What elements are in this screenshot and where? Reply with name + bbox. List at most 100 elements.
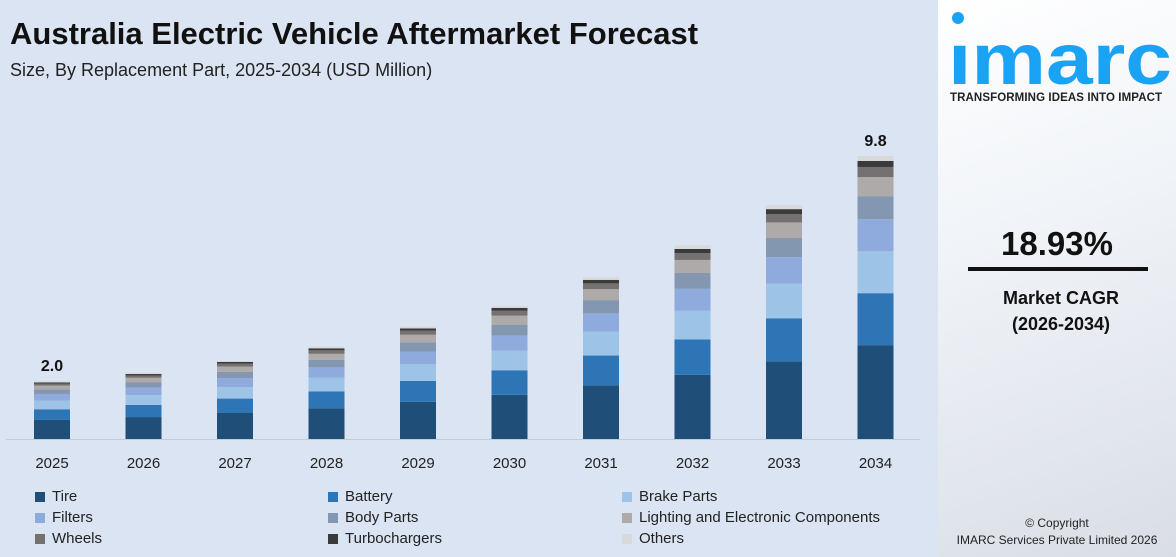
data-label: 9.8 (864, 133, 886, 150)
bar-segment-battery-2030 (491, 370, 528, 395)
bar-segment-turbochargers-2027 (217, 361, 253, 364)
bar-segment-battery-2033 (766, 318, 802, 362)
bar-segment-others-2026 (125, 372, 162, 375)
legend-label: Brake Parts (639, 488, 718, 505)
bar-segment-lighting-and-electronic-components-2032 (674, 259, 711, 273)
bar-segment-tire-2033 (766, 361, 802, 439)
legend-swatch (328, 512, 338, 523)
bar-segment-others-2028 (308, 346, 345, 349)
legend-swatch (622, 491, 632, 502)
bar-segment-lighting-and-electronic-components-2028 (308, 353, 345, 360)
legend-item: Others (622, 530, 684, 547)
bar-segment-lighting-and-electronic-components-2029 (400, 334, 436, 343)
bar-segment-wheels-2032 (674, 253, 711, 260)
bar-segment-turbochargers-2030 (491, 307, 528, 311)
bar-segment-turbochargers-2028 (308, 348, 345, 351)
legend-item: Body Parts (328, 509, 418, 526)
bar-segment-body-parts-2033 (766, 238, 802, 258)
bar-segment-battery-2031 (583, 355, 619, 386)
cagr-period: (2026-2034) (1011, 314, 1111, 334)
legend-item: Filters (35, 509, 93, 526)
bar-segment-brake-parts-2030 (491, 350, 528, 371)
bar-segment-others-2033 (766, 205, 802, 210)
legend-item: Wheels (35, 530, 102, 547)
copyright-line1: © Copyright (1025, 516, 1089, 530)
bar-segment-filters-2028 (308, 367, 345, 378)
bar-segment-battery-2025 (34, 409, 70, 420)
x-tick-label: 2028 (310, 455, 343, 472)
cagr-label-block: Market CAGR (2026-2034) (938, 285, 1176, 337)
bar-segment-brake-parts-2033 (766, 283, 802, 319)
bar-segment-filters-2034 (857, 219, 894, 252)
chart-panel: Australia Electric Vehicle Aftermarket F… (6, 16, 920, 547)
legend-label: Tire (52, 488, 78, 505)
bar-segment-tire-2029 (400, 401, 436, 439)
bar-segment-others-2029 (400, 326, 436, 329)
bar-segment-turbochargers-2034 (857, 160, 894, 167)
x-tick-label: 2031 (584, 455, 617, 472)
bar-segment-others-2034 (857, 156, 894, 161)
bar-segment-battery-2029 (400, 380, 436, 402)
bar-segment-tire-2032 (674, 374, 711, 439)
bar-segment-others-2032 (674, 245, 711, 249)
bar-segment-body-parts-2028 (308, 359, 345, 368)
bar-segment-others-2025 (34, 381, 70, 383)
legend-label: Wheels (52, 530, 103, 547)
bar-segment-body-parts-2026 (125, 382, 162, 388)
bar-segment-filters-2030 (491, 335, 528, 351)
divider (968, 267, 1148, 271)
bar-segment-wheels-2026 (125, 375, 162, 378)
legend-swatch (622, 512, 632, 523)
legend-item: Lighting and Electronic Components (622, 509, 880, 526)
bar-segment-battery-2034 (857, 293, 894, 346)
bar-segment-lighting-and-electronic-components-2026 (125, 377, 162, 383)
x-tick-label: 2033 (767, 455, 800, 472)
bar-segment-body-parts-2032 (674, 272, 711, 289)
legend-item: Tire (35, 488, 77, 505)
x-tick-label: 2026 (127, 455, 160, 472)
copyright: © Copyright IMARC Services Private Limit… (938, 515, 1176, 549)
brand-tagline: TRANSFORMING IDEAS INTO IMPACT (950, 92, 1163, 104)
bar-segment-tire-2025 (34, 419, 70, 439)
cagr-label: Market CAGR (1002, 288, 1120, 308)
bar-segment-brake-parts-2029 (400, 364, 436, 381)
legend-label: Lighting and Electronic Components (639, 509, 880, 526)
bar-segment-turbochargers-2026 (125, 374, 162, 376)
legend-label: Body Parts (345, 509, 419, 526)
bar-segment-brake-parts-2032 (674, 310, 711, 340)
bar-segment-filters-2032 (674, 288, 711, 311)
chart-subtitle: Size, By Replacement Part, 2025-2034 (US… (10, 60, 433, 80)
bar-segment-turbochargers-2029 (400, 328, 436, 331)
bar-segment-body-parts-2034 (857, 196, 894, 220)
legend-label: Turbochargers (345, 530, 442, 547)
copyright-line2: IMARC Services Private Limited 2026 (956, 533, 1158, 547)
bar-segment-wheels-2029 (400, 330, 436, 335)
bar-segment-wheels-2031 (583, 283, 619, 290)
bar-segment-filters-2026 (125, 387, 162, 396)
bar-segment-brake-parts-2031 (583, 331, 619, 356)
imarc-logo: ımarc (948, 12, 1172, 92)
cagr-value: 18.93% (1001, 225, 1113, 262)
bar-segment-tire-2027 (217, 413, 253, 439)
chart-title: Australia Electric Vehicle Aftermarket F… (10, 16, 699, 51)
bar-segment-body-parts-2025 (34, 389, 70, 394)
bar-segment-filters-2033 (766, 257, 802, 284)
bar-segment-body-parts-2031 (583, 300, 619, 314)
bar-segment-turbochargers-2032 (674, 248, 711, 254)
bar-segment-others-2030 (491, 306, 528, 308)
legend-item: Battery (328, 488, 393, 505)
bar-segment-filters-2025 (34, 393, 70, 401)
bar-segment-battery-2032 (674, 339, 711, 375)
x-tick-label: 2032 (676, 455, 709, 472)
bar-segment-tire-2030 (491, 394, 528, 439)
bar-segment-body-parts-2030 (491, 324, 528, 336)
bar-segment-filters-2031 (583, 313, 619, 332)
bar-segment-lighting-and-electronic-components-2030 (491, 315, 528, 325)
x-tick-label: 2025 (35, 455, 68, 472)
x-tick-label: 2030 (493, 455, 526, 472)
svg-text:ımarc: ımarc (948, 20, 1172, 92)
bar-segment-brake-parts-2026 (125, 395, 162, 405)
bar-segment-turbochargers-2025 (34, 382, 70, 384)
bar-segment-wheels-2027 (217, 363, 253, 367)
bar-segment-wheels-2033 (766, 214, 802, 223)
